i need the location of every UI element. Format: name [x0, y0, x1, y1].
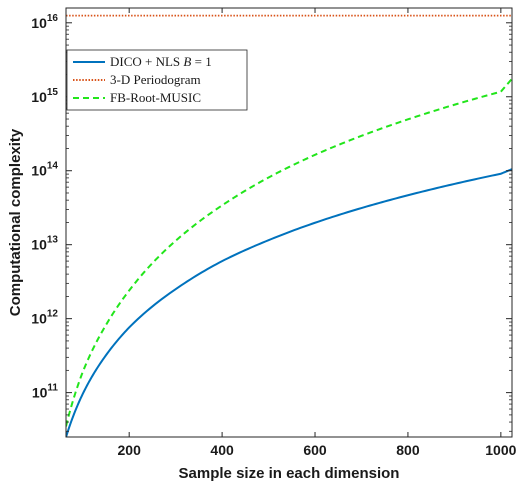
legend-label-2: 3-D Periodogram	[110, 72, 201, 87]
y-tick-label: 1014	[31, 161, 58, 179]
y-tick-label: 1016	[31, 13, 58, 31]
y-tick-label: 1013	[31, 235, 58, 253]
legend-label-1: DICO + NLS B = 1	[110, 54, 212, 69]
tick-group: 200 400 600 800 1000 1011 1012 1013 1014 1015 1016	[31, 8, 517, 458]
series-group	[66, 14, 512, 437]
x-tick-label: 800	[396, 442, 420, 458]
legend-label-3: FB-Root-MUSIC	[110, 90, 201, 105]
x-tick-label: 400	[210, 442, 234, 458]
series-line-3	[66, 78, 512, 427]
x-tick-label: 600	[303, 442, 327, 458]
y-axis-label: Computational complexity	[7, 128, 24, 316]
x-axis-label: Sample size in each dimension	[179, 465, 400, 482]
y-tick-label: 1015	[31, 87, 58, 105]
y-tick-label: 1011	[32, 383, 59, 401]
y-tick-label: 1012	[31, 309, 58, 327]
x-tick-label: 200	[118, 442, 142, 458]
legend-box	[66, 49, 248, 111]
legend: DICO + NLS B = 1 3-D Periodogram FB-Root-M…	[66, 49, 248, 111]
x-tick-label: 1000	[485, 442, 516, 458]
series-line-1	[66, 168, 512, 437]
